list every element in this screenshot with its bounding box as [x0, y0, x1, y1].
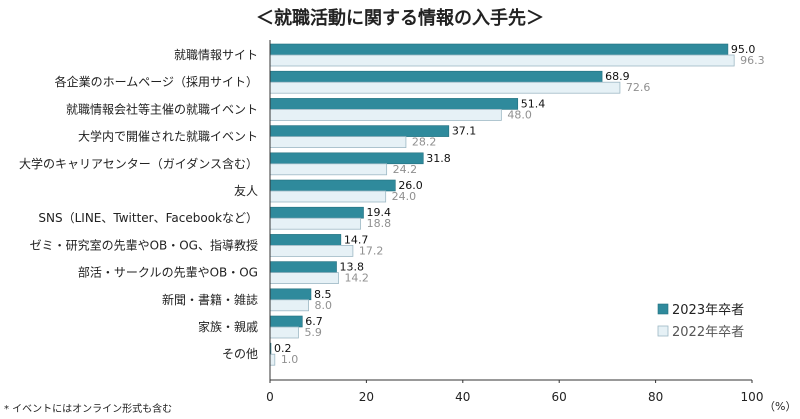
x-tick-label: 40	[455, 390, 470, 404]
category-label: 部活・サークルの先輩やOB・OG	[78, 265, 258, 280]
value-label-2022: 1.0	[281, 353, 299, 366]
category-label: その他	[222, 347, 258, 361]
bar-2023	[269, 70, 603, 83]
value-label-2022: 8.0	[315, 299, 333, 312]
value-label-2022: 28.2	[412, 136, 437, 149]
legend-label-2022: 2022年卒者	[672, 325, 744, 340]
category-label: 就職情報会社等主催の就職イベント	[66, 101, 258, 116]
category-label: 大学のキャリアセンター（ガイダンス含む）	[19, 156, 258, 171]
value-label-2022: 18.8	[367, 217, 392, 230]
value-label-2023: 0.2	[274, 342, 292, 355]
bar-2022	[269, 272, 339, 285]
legend-swatch-2022	[657, 325, 669, 337]
value-label-2023: 68.9	[605, 70, 630, 83]
bar-2022	[269, 244, 354, 257]
category-label: ゼミ・研究室の先輩やOB・OG、指導教授	[30, 237, 258, 252]
bar-2023	[269, 261, 337, 273]
bar-2022	[269, 163, 388, 176]
value-label-2023: 8.5	[314, 288, 332, 301]
value-label-2022: 48.0	[507, 108, 532, 121]
x-tick-label: 20	[359, 390, 374, 404]
bar-2022	[269, 136, 407, 149]
bar-2022	[269, 54, 735, 67]
footnote: * イベントにはオンライン形式も含む	[4, 402, 172, 415]
x-tick-label: 0	[266, 390, 274, 404]
bar-2023	[269, 98, 519, 110]
category-label: 大学内で開催された就職イベント	[78, 129, 258, 144]
x-axis-unit: （%）	[764, 400, 796, 413]
value-label-2022: 24.0	[392, 190, 417, 203]
x-tick-label: 60	[552, 390, 567, 404]
bar-2022	[269, 353, 276, 366]
value-label-2022: 24.2	[393, 163, 418, 176]
category-label: 友人	[234, 184, 258, 198]
value-label-2023: 14.7	[344, 233, 369, 246]
value-label-2023: 95.0	[731, 43, 756, 56]
value-label-2022: 5.9	[304, 326, 322, 339]
category-label: 新聞・書籍・雑誌	[162, 292, 258, 307]
chart-title: ＜就職活動に関する情報の入手先＞	[256, 7, 544, 29]
value-label-2023: 6.7	[305, 315, 323, 328]
bar-2022	[269, 109, 502, 121]
category-label: 各企業のホームページ（採用サイト）	[55, 74, 258, 89]
value-label-2022: 14.2	[344, 272, 369, 285]
bar-2023	[269, 206, 364, 219]
value-label-2022: 72.6	[626, 81, 651, 94]
x-tick-label: 100	[741, 390, 764, 404]
value-label-2023: 13.8	[340, 261, 365, 274]
bar-2023	[269, 43, 729, 56]
bar-2023	[269, 179, 396, 192]
x-tick-label: 80	[648, 390, 663, 404]
value-label-2023: 37.1	[452, 125, 477, 138]
value-label-2023: 19.4	[367, 206, 392, 219]
category-label: 就職情報サイト	[174, 48, 258, 62]
bar-2022	[269, 217, 362, 230]
bar-2023	[269, 315, 303, 328]
value-label-2023: 26.0	[398, 179, 423, 192]
legend-label-2023: 2023年卒者	[672, 303, 744, 318]
value-label-2023: 31.8	[426, 152, 451, 165]
bar-2022	[269, 190, 387, 203]
value-label-2023: 51.4	[521, 97, 546, 110]
bar-2022	[269, 299, 309, 312]
bar-2023	[269, 288, 312, 301]
bar-2022	[269, 326, 299, 339]
bar-2022	[269, 81, 621, 94]
category-label: SNS（LINE、Twitter、Facebookなど）	[38, 211, 258, 225]
category-label: 家族・親戚	[198, 319, 258, 334]
value-label-2022: 96.3	[740, 54, 765, 67]
bar-2023	[269, 234, 342, 246]
value-label-2022: 17.2	[359, 244, 384, 257]
legend-swatch-2023	[657, 303, 669, 315]
